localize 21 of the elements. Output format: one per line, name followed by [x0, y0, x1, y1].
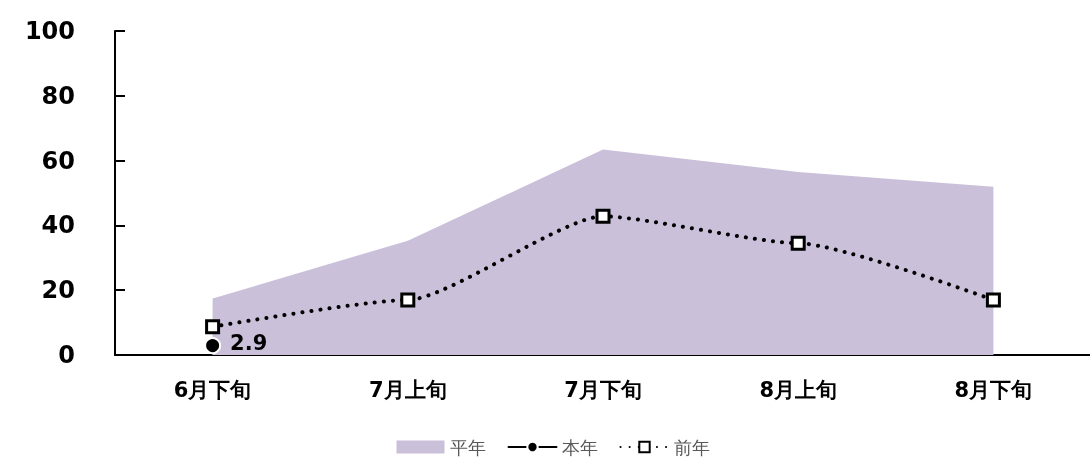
x-tick-label: 7月下旬	[564, 377, 642, 402]
point	[790, 235, 806, 251]
x-tick-label: 7月上旬	[368, 377, 447, 402]
legend-label: 前年	[673, 436, 710, 458]
legend-label: 平年	[449, 436, 486, 458]
y-tick-label: 80	[41, 81, 75, 110]
data-label: 2.9	[230, 330, 268, 355]
point	[205, 319, 221, 335]
y-tick-label: 100	[24, 17, 75, 45]
point	[985, 292, 1001, 308]
y-tick-label: 40	[41, 211, 75, 240]
point	[204, 337, 222, 355]
y-tick-label: 0	[58, 341, 75, 369]
x-tick-label: 6月下旬	[173, 377, 252, 402]
y-tick-label: 20	[41, 276, 75, 305]
legend-label: 本年	[561, 436, 598, 458]
x-tick-label: 8月下旬	[954, 377, 1033, 402]
x-tick-label: 8月上旬	[759, 377, 838, 402]
point	[595, 208, 611, 224]
point	[400, 292, 416, 308]
y-tick-label: 60	[41, 146, 75, 175]
